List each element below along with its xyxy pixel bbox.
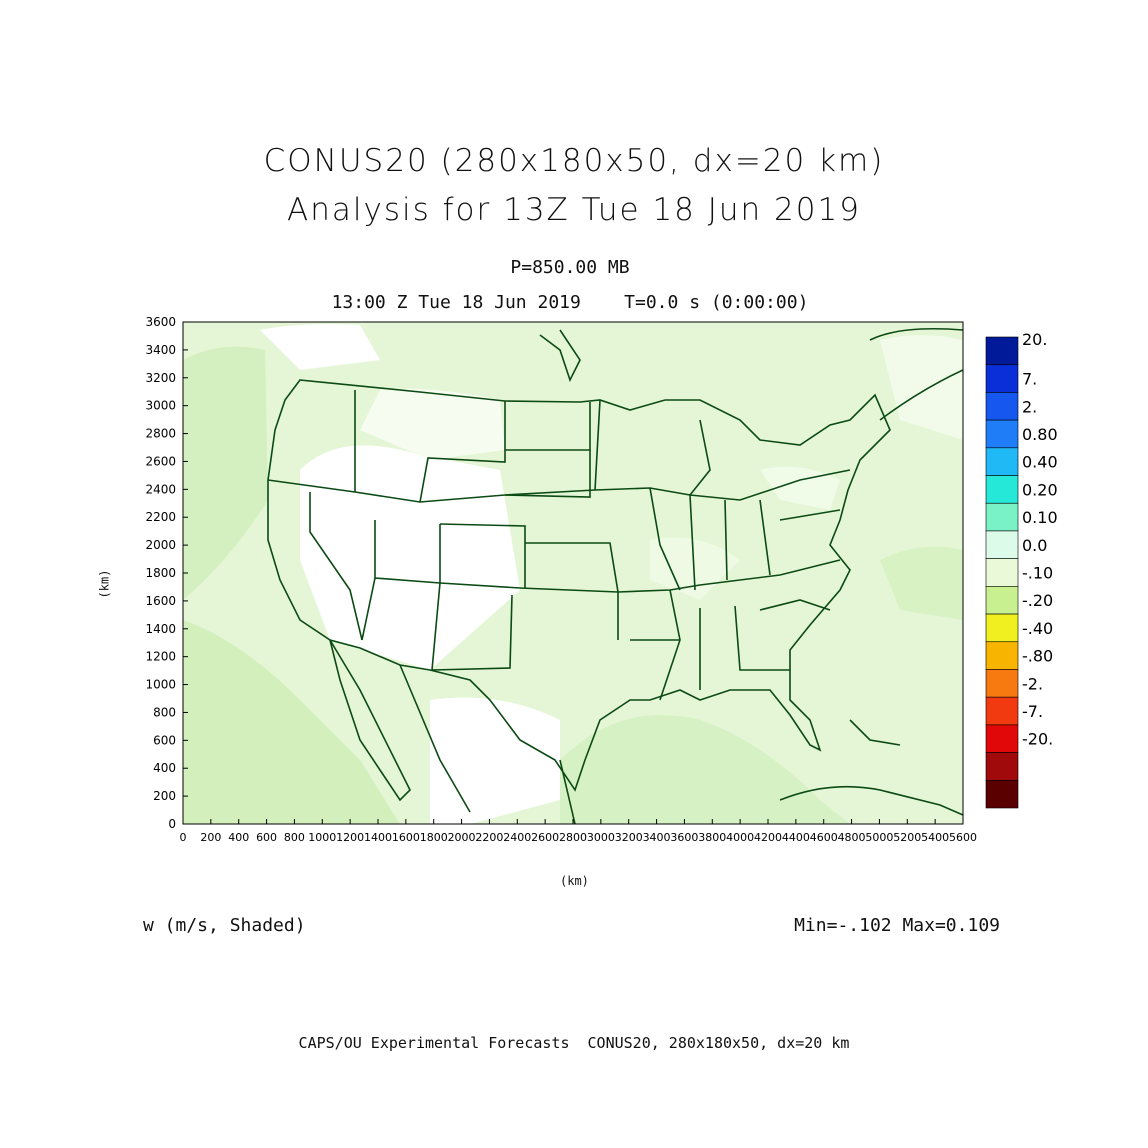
colorbar-swatch (985, 530, 1019, 559)
colorbar-label: 7. (1022, 370, 1037, 389)
x-tick-label: 2800 (559, 831, 587, 844)
x-tick-label: 3600 (670, 831, 698, 844)
valid-time-label: 13:00 Z Tue 18 Jun 2019 T=0.0 s (0:00:00… (331, 292, 809, 313)
y-tick-label: 1600 (145, 594, 176, 608)
x-tick-label: 1800 (420, 831, 448, 844)
x-tick-label: 4600 (810, 831, 838, 844)
colorbar-swatch (985, 669, 1019, 698)
figure-title-line1: CONUS20 (280x180x50, dx=20 km) (263, 143, 885, 179)
x-tick-label: 5000 (865, 831, 893, 844)
y-axis-label: (km) (97, 569, 112, 599)
y-tick-label: 2400 (145, 482, 176, 496)
y-tick-label: 1800 (145, 566, 176, 580)
colorbar-swatch (985, 752, 1019, 781)
colorbar-label: 0.80 (1022, 425, 1058, 444)
colorbar-label: -7. (1022, 702, 1043, 721)
x-tick-label: 4400 (782, 831, 810, 844)
colorbar-swatch (985, 475, 1019, 504)
x-axis: 0 200 400 600 800 1000 1200 1400 1600 1800 2000 220… (180, 819, 977, 844)
colorbar-label: -.10 (1022, 564, 1053, 583)
x-tick-label: 3400 (643, 831, 671, 844)
min-max-label: Min=-.102 Max=0.109 (794, 915, 1000, 936)
footer-credit: CAPS/OU Experimental Forecasts CONUS20, … (298, 1034, 850, 1052)
y-tick-label: 1000 (145, 678, 176, 692)
x-tick-label: 3800 (698, 831, 726, 844)
x-tick-label: 2400 (503, 831, 531, 844)
colorbar-swatch (985, 419, 1019, 449)
x-tick-label: 800 (284, 831, 305, 844)
y-tick-label: 1200 (145, 650, 176, 664)
x-tick-label: 4200 (754, 831, 782, 844)
y-tick-label: 0 (168, 817, 176, 831)
colorbar-swatch (985, 392, 1019, 421)
x-tick-label: 3000 (587, 831, 615, 844)
x-tick-label: 4000 (726, 831, 754, 844)
colorbar-label: -.80 (1022, 647, 1053, 666)
x-tick-label: 4800 (838, 831, 866, 844)
y-tick-label: 3000 (145, 399, 176, 413)
colorbar-swatch (985, 364, 1019, 393)
colorbar-swatch (985, 447, 1019, 476)
y-tick-label: 3600 (145, 315, 176, 329)
colorbar-swatch (985, 558, 1019, 587)
colorbar: 20. 7. 2. 0.80 0.40 0.20 0.10 0.0 -.10 -.20 -.40 -.… (985, 330, 1058, 809)
y-axis: 0 200 400 600 800 1000 1200 1400 1600 1800 2000 220… (145, 315, 188, 831)
colorbar-swatch (985, 696, 1019, 726)
y-tick-label: 3200 (145, 371, 176, 385)
colorbar-label: 0.0 (1022, 536, 1047, 555)
figure-title-line2: Analysis for 13Z Tue 18 Jun 2019 (287, 192, 861, 228)
y-tick-label: 2200 (145, 510, 176, 524)
colorbar-label: -2. (1022, 674, 1043, 693)
x-tick-label: 2000 (448, 831, 476, 844)
state-borders (267, 327, 963, 824)
x-tick-label: 1200 (336, 831, 364, 844)
pressure-level-label: P=850.00 MB (510, 257, 630, 278)
x-tick-label: 3200 (615, 831, 643, 844)
y-tick-label: 2600 (145, 454, 176, 468)
colorbar-swatch (985, 641, 1019, 670)
variable-label: w (m/s, Shaded) (143, 915, 306, 936)
x-tick-label: 1000 (308, 831, 336, 844)
y-tick-label: 1400 (145, 622, 176, 636)
colorbar-swatch (985, 586, 1019, 615)
y-tick-label: 2800 (145, 427, 176, 441)
x-tick-label: 5200 (893, 831, 921, 844)
x-axis-label: (km) (560, 874, 589, 888)
x-tick-label: 1400 (364, 831, 392, 844)
colorbar-swatch (985, 502, 1019, 532)
colorbar-label: 0.40 (1022, 453, 1058, 472)
x-tick-label: 600 (256, 831, 277, 844)
colorbar-label: 0.10 (1022, 508, 1058, 527)
colorbar-label: 20. (1022, 330, 1047, 349)
colorbar-swatch (985, 613, 1019, 643)
colorbar-label: 2. (1022, 397, 1037, 416)
y-tick-label: 200 (153, 789, 176, 803)
y-tick-label: 400 (153, 761, 176, 775)
y-tick-label: 600 (153, 733, 176, 747)
shaded-field (183, 322, 963, 824)
x-tick-label: 0 (180, 831, 187, 844)
y-tick-label: 2000 (145, 538, 176, 552)
x-tick-label: 200 (200, 831, 221, 844)
x-tick-label: 2600 (531, 831, 559, 844)
y-tick-label: 3400 (145, 343, 176, 357)
x-tick-label: 2200 (475, 831, 503, 844)
x-tick-label: 5400 (921, 831, 949, 844)
colorbar-label: -20. (1022, 730, 1053, 749)
x-tick-label: 400 (228, 831, 249, 844)
colorbar-label: -.40 (1022, 619, 1053, 638)
x-tick-label: 1600 (392, 831, 420, 844)
colorbar-swatch (985, 724, 1019, 753)
colorbar-swatch (985, 779, 1019, 809)
colorbar-swatch (985, 336, 1019, 366)
x-tick-label: 5600 (949, 831, 977, 844)
y-tick-label: 800 (153, 705, 176, 719)
colorbar-label: 0.20 (1022, 480, 1058, 499)
colorbar-label: -.20 (1022, 591, 1053, 610)
